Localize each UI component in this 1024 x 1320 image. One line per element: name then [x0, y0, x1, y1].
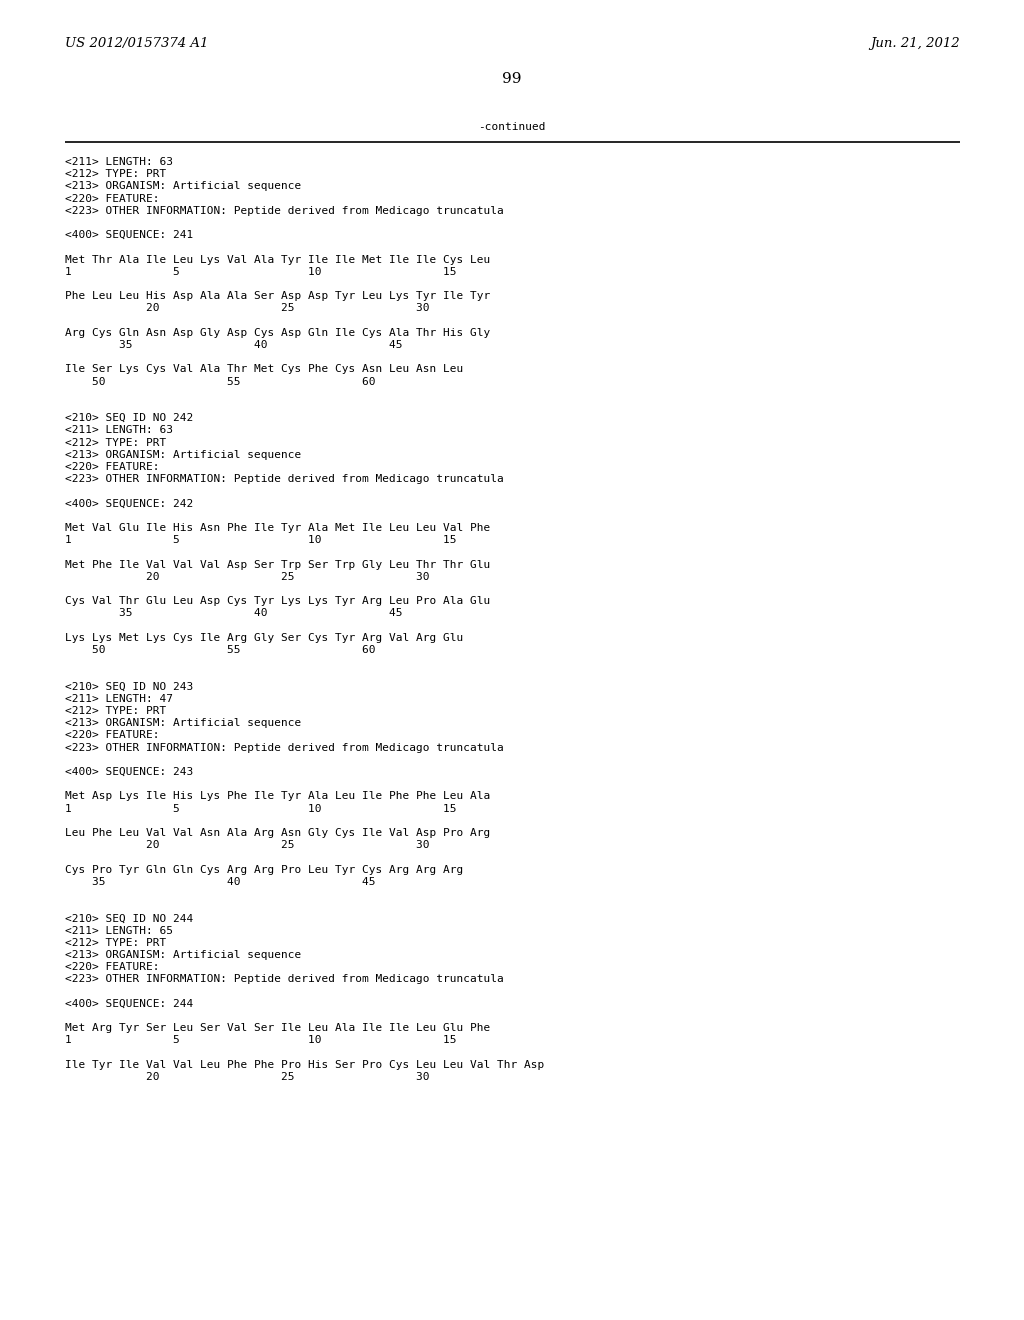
- Text: 50                  55                  60: 50 55 60: [65, 645, 376, 655]
- Text: 1               5                   10                  15: 1 5 10 15: [65, 1035, 457, 1045]
- Text: <400> SEQUENCE: 244: <400> SEQUENCE: 244: [65, 999, 194, 1008]
- Text: <213> ORGANISM: Artificial sequence: <213> ORGANISM: Artificial sequence: [65, 718, 301, 729]
- Text: Phe Leu Leu His Asp Ala Ala Ser Asp Asp Tyr Leu Lys Tyr Ile Tyr: Phe Leu Leu His Asp Ala Ala Ser Asp Asp …: [65, 292, 490, 301]
- Text: <213> ORGANISM: Artificial sequence: <213> ORGANISM: Artificial sequence: [65, 950, 301, 960]
- Text: Met Val Glu Ile His Asn Phe Ile Tyr Ala Met Ile Leu Leu Val Phe: Met Val Glu Ile His Asn Phe Ile Tyr Ala …: [65, 523, 490, 533]
- Text: Cys Pro Tyr Gln Gln Cys Arg Arg Pro Leu Tyr Cys Arg Arg Arg: Cys Pro Tyr Gln Gln Cys Arg Arg Pro Leu …: [65, 865, 463, 875]
- Text: 20                  25                  30: 20 25 30: [65, 841, 429, 850]
- Text: Leu Phe Leu Val Val Asn Ala Arg Asn Gly Cys Ile Val Asp Pro Arg: Leu Phe Leu Val Val Asn Ala Arg Asn Gly …: [65, 828, 490, 838]
- Text: Ile Tyr Ile Val Val Leu Phe Phe Pro His Ser Pro Cys Leu Leu Val Thr Asp: Ile Tyr Ile Val Val Leu Phe Phe Pro His …: [65, 1060, 544, 1069]
- Text: <210> SEQ ID NO 242: <210> SEQ ID NO 242: [65, 413, 194, 424]
- Text: <211> LENGTH: 63: <211> LENGTH: 63: [65, 425, 173, 436]
- Text: <220> FEATURE:: <220> FEATURE:: [65, 194, 160, 203]
- Text: <212> TYPE: PRT: <212> TYPE: PRT: [65, 937, 166, 948]
- Text: Jun. 21, 2012: Jun. 21, 2012: [870, 37, 961, 50]
- Text: <220> FEATURE:: <220> FEATURE:: [65, 730, 160, 741]
- Text: Met Asp Lys Ile His Lys Phe Ile Tyr Ala Leu Ile Phe Phe Leu Ala: Met Asp Lys Ile His Lys Phe Ile Tyr Ala …: [65, 792, 490, 801]
- Text: <400> SEQUENCE: 241: <400> SEQUENCE: 241: [65, 230, 194, 240]
- Text: 20                  25                  30: 20 25 30: [65, 304, 429, 313]
- Text: <210> SEQ ID NO 244: <210> SEQ ID NO 244: [65, 913, 194, 924]
- Text: Met Phe Ile Val Val Val Asp Ser Trp Ser Trp Gly Leu Thr Thr Glu: Met Phe Ile Val Val Val Asp Ser Trp Ser …: [65, 560, 490, 570]
- Text: US 2012/0157374 A1: US 2012/0157374 A1: [65, 37, 208, 50]
- Text: Ile Ser Lys Cys Val Ala Thr Met Cys Phe Cys Asn Leu Asn Leu: Ile Ser Lys Cys Val Ala Thr Met Cys Phe …: [65, 364, 463, 375]
- Text: <211> LENGTH: 65: <211> LENGTH: 65: [65, 925, 173, 936]
- Text: <211> LENGTH: 63: <211> LENGTH: 63: [65, 157, 173, 168]
- Text: 1               5                   10                  15: 1 5 10 15: [65, 804, 457, 813]
- Text: <400> SEQUENCE: 242: <400> SEQUENCE: 242: [65, 499, 194, 508]
- Text: 35                  40                  45: 35 40 45: [65, 876, 376, 887]
- Text: 1               5                   10                  15: 1 5 10 15: [65, 267, 457, 277]
- Text: Cys Val Thr Glu Leu Asp Cys Tyr Lys Lys Tyr Arg Leu Pro Ala Glu: Cys Val Thr Glu Leu Asp Cys Tyr Lys Lys …: [65, 597, 490, 606]
- Text: <212> TYPE: PRT: <212> TYPE: PRT: [65, 438, 166, 447]
- Text: <212> TYPE: PRT: <212> TYPE: PRT: [65, 169, 166, 180]
- Text: Met Arg Tyr Ser Leu Ser Val Ser Ile Leu Ala Ile Ile Leu Glu Phe: Met Arg Tyr Ser Leu Ser Val Ser Ile Leu …: [65, 1023, 490, 1034]
- Text: Met Thr Ala Ile Leu Lys Val Ala Tyr Ile Ile Met Ile Ile Cys Leu: Met Thr Ala Ile Leu Lys Val Ala Tyr Ile …: [65, 255, 490, 264]
- Text: Lys Lys Met Lys Cys Ile Arg Gly Ser Cys Tyr Arg Val Arg Glu: Lys Lys Met Lys Cys Ile Arg Gly Ser Cys …: [65, 632, 463, 643]
- Text: <223> OTHER INFORMATION: Peptide derived from Medicago truncatula: <223> OTHER INFORMATION: Peptide derived…: [65, 474, 504, 484]
- Text: 20                  25                  30: 20 25 30: [65, 1072, 429, 1082]
- Text: 35                  40                  45: 35 40 45: [65, 609, 402, 618]
- Text: <212> TYPE: PRT: <212> TYPE: PRT: [65, 706, 166, 715]
- Text: 50                  55                  60: 50 55 60: [65, 376, 376, 387]
- Text: <211> LENGTH: 47: <211> LENGTH: 47: [65, 694, 173, 704]
- Text: 35                  40                  45: 35 40 45: [65, 341, 402, 350]
- Text: <213> ORGANISM: Artificial sequence: <213> ORGANISM: Artificial sequence: [65, 450, 301, 459]
- Text: Arg Cys Gln Asn Asp Gly Asp Cys Asp Gln Ile Cys Ala Thr His Gly: Arg Cys Gln Asn Asp Gly Asp Cys Asp Gln …: [65, 327, 490, 338]
- Text: <210> SEQ ID NO 243: <210> SEQ ID NO 243: [65, 681, 194, 692]
- Text: <213> ORGANISM: Artificial sequence: <213> ORGANISM: Artificial sequence: [65, 181, 301, 191]
- Text: <223> OTHER INFORMATION: Peptide derived from Medicago truncatula: <223> OTHER INFORMATION: Peptide derived…: [65, 743, 504, 752]
- Text: <223> OTHER INFORMATION: Peptide derived from Medicago truncatula: <223> OTHER INFORMATION: Peptide derived…: [65, 974, 504, 985]
- Text: -continued: -continued: [478, 121, 546, 132]
- Text: 1               5                   10                  15: 1 5 10 15: [65, 535, 457, 545]
- Text: <400> SEQUENCE: 243: <400> SEQUENCE: 243: [65, 767, 194, 777]
- Text: 20                  25                  30: 20 25 30: [65, 572, 429, 582]
- Text: <223> OTHER INFORMATION: Peptide derived from Medicago truncatula: <223> OTHER INFORMATION: Peptide derived…: [65, 206, 504, 215]
- Text: 99: 99: [502, 73, 522, 86]
- Text: <220> FEATURE:: <220> FEATURE:: [65, 962, 160, 973]
- Text: <220> FEATURE:: <220> FEATURE:: [65, 462, 160, 473]
